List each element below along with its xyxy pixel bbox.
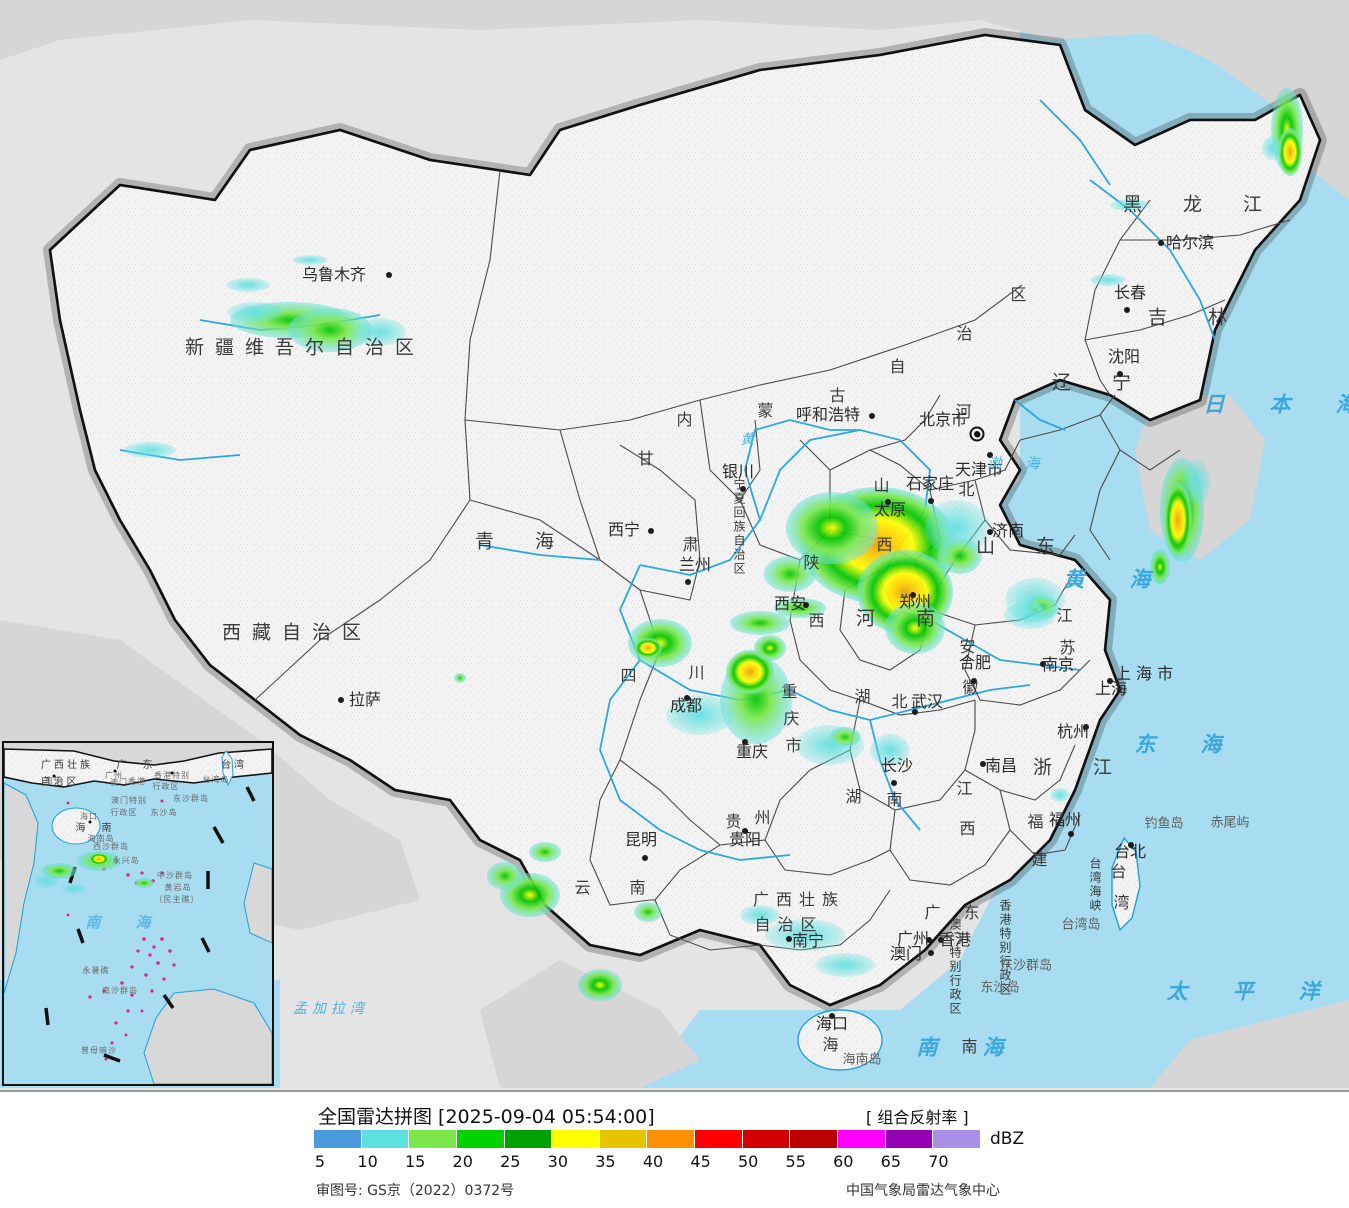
dbz-colorbar[interactable] — [314, 1130, 980, 1148]
issuing-center-credit: 中国气象局雷达气象中心 — [846, 1183, 1000, 1199]
inset-city-dot — [170, 771, 174, 775]
colorbar-segment — [456, 1130, 505, 1148]
colorbar-tick: 55 — [785, 1152, 806, 1171]
colorbar-tick: 20 — [452, 1152, 473, 1171]
inset-base-layer — [4, 743, 272, 1084]
colorbar-tick: 10 — [357, 1152, 378, 1171]
colorbar-segment — [742, 1130, 791, 1148]
colorbar-segment — [409, 1130, 457, 1148]
colorbar-segment — [552, 1130, 600, 1148]
colorbar-tick: 70 — [928, 1152, 949, 1171]
radar-echo-layer — [124, 88, 1303, 1001]
colorbar-segment — [314, 1130, 362, 1148]
legend-title-row: 全国雷达拼图 [2025-09-04 05:54:00] [ 组合反射率 ] — [0, 1102, 1349, 1128]
china-landmass — [43, 28, 1327, 1071]
colorbar-tick: 5 — [314, 1152, 326, 1171]
colorbar-tick: 30 — [547, 1152, 569, 1171]
colorbar-tick: 60 — [833, 1152, 854, 1171]
colorbar-segment — [695, 1130, 743, 1148]
legend-footer: 全国雷达拼图 [2025-09-04 05:54:00] [ 组合反射率 ] — [0, 1090, 1349, 1208]
radar-map-canvas[interactable]: 新疆维吾尔自治区 西藏自治区青 海甘肃内蒙古自治区黑 龙 江吉 林辽 宁河北山西陕… — [0, 0, 1349, 1088]
province-boundaries — [254, 169, 1291, 951]
colorbar-tick: 25 — [500, 1152, 521, 1171]
colorbar-segment — [647, 1130, 696, 1148]
colorbar-tick: 35 — [595, 1152, 616, 1171]
colorbar-tick: 65 — [880, 1152, 902, 1171]
product-type-label: [ 组合反射率 ] — [866, 1108, 969, 1127]
inset-city-dot — [88, 820, 92, 824]
colorbar-segment — [885, 1130, 934, 1148]
south-china-sea-inset[interactable]: 南 海广西壮族 自治区广 东海 南台湾 南宁 广州 香港 澳门 香港特别 行政区 澳门特别 行政区… — [2, 741, 274, 1086]
colorbar-segment — [838, 1130, 886, 1148]
colorbar-tick: 40 — [642, 1152, 664, 1171]
colorbar-segment — [599, 1130, 648, 1148]
approval-number: 审图号: GS京（2022）0372号 — [316, 1183, 515, 1199]
product-title: 全国雷达拼图 [2025-09-04 05:54:00] — [318, 1106, 655, 1128]
colorbar-tick: 50 — [737, 1152, 759, 1171]
colorbar-segment — [504, 1130, 553, 1148]
colorbar-tick: 45 — [690, 1152, 711, 1171]
inset-city-dot — [113, 769, 117, 773]
inset-city-dot — [52, 774, 56, 778]
colorbar-unit-label: dBZ — [990, 1129, 1025, 1149]
colorbar-segment — [790, 1130, 839, 1148]
colorbar-tick: 15 — [404, 1152, 426, 1171]
colorbar-segment — [933, 1130, 980, 1148]
colorbar-segment — [361, 1130, 410, 1148]
